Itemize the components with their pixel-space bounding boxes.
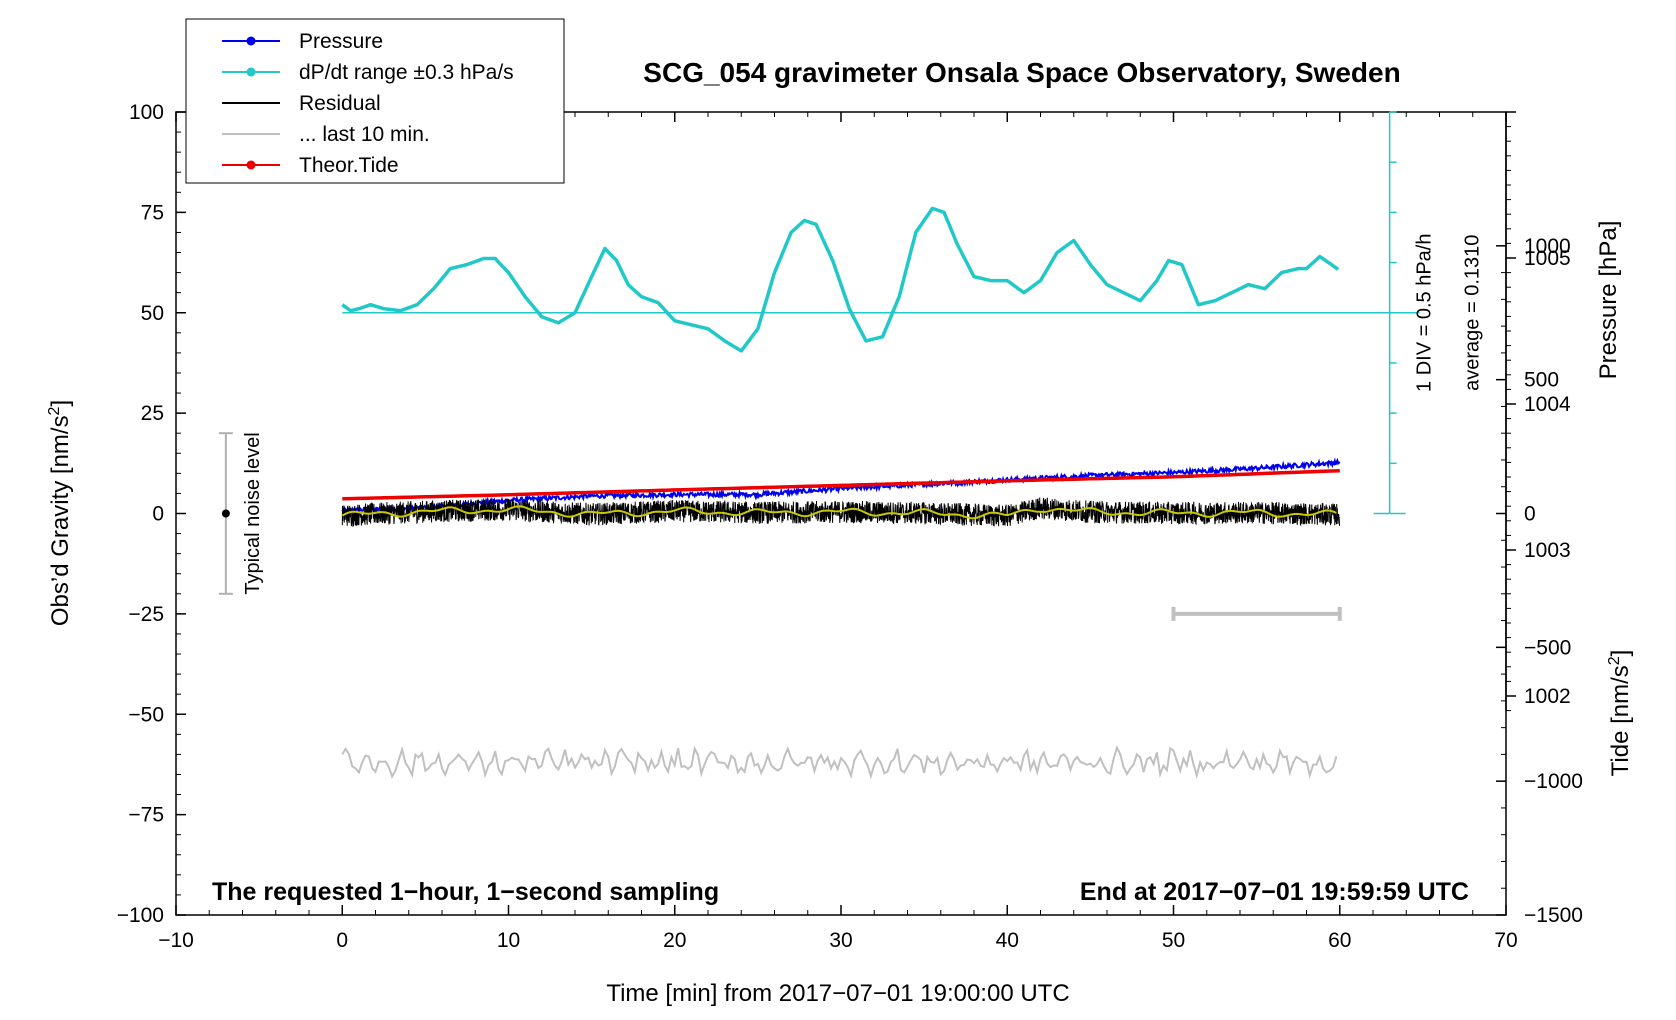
y-axis-left-title-end: ] <box>47 400 74 407</box>
y-axis-tide-title-sup: 2 <box>1606 656 1623 665</box>
x-tick-label: 70 <box>1494 929 1517 952</box>
y-tick-label: −50 <box>128 703 164 726</box>
legend-item: Residual <box>222 92 381 115</box>
series-layer <box>341 206 1420 780</box>
y-axis-tide-title-main: Tide [nm/s <box>1607 665 1634 776</box>
legend-box <box>185 18 565 184</box>
y-axis-tide-title-end: ] <box>1607 650 1634 657</box>
y-axis-pressure: 1002 1003 1004 1005 <box>1505 111 1571 712</box>
annotation-layer: Typical noise level 1 DIV = 0.5 hPa/h aver… <box>218 111 1484 621</box>
tide-tick-label: −1000 <box>1524 770 1583 793</box>
div-label: 1 DIV = 0.5 hPa/h <box>1414 234 1436 392</box>
chart-title: SCG_054 gravimeter Onsala Space Observat… <box>643 57 1400 88</box>
tide-tick-label: 1000 <box>1524 235 1571 258</box>
pressure-tick-label: 1003 <box>1524 539 1571 562</box>
average-label: average = 0.1310 <box>1462 235 1484 391</box>
x-tick-label: −10 <box>158 929 194 952</box>
legend-label: dP/dt range ±0.3 hPa/s <box>299 61 514 84</box>
legend-label: Pressure <box>299 30 383 53</box>
y-axis-left-title: Obs’d Gravity [nm/s2] <box>46 400 74 626</box>
legend-item: ... last 10 min. <box>222 123 430 146</box>
noise-level-label: Typical noise level <box>242 432 264 594</box>
tide-tick-label: −500 <box>1524 636 1571 659</box>
x-tick-label: 60 <box>1328 929 1351 952</box>
legend-marker <box>246 160 256 170</box>
x-tick-label: 10 <box>497 929 520 952</box>
y-tick-label: 75 <box>141 201 164 224</box>
y-axis-tide: −1500 −1000 −500 0 500 1000 <box>1496 235 1583 927</box>
pressure-tick-label: 1005 <box>1524 247 1571 270</box>
legend-item: Theor.Tide <box>222 154 399 177</box>
x-tick-label: 50 <box>1162 929 1185 952</box>
legend-label: Residual <box>299 92 381 115</box>
noise-level-dot <box>221 509 230 518</box>
legend-item: Pressure <box>222 30 383 53</box>
y-tick-label: 50 <box>141 302 164 325</box>
y-axis-left-title-sup: 2 <box>46 406 63 415</box>
x-tick-label: 20 <box>663 929 686 952</box>
y-tick-label: −100 <box>117 904 164 927</box>
tide-tick-label: −1500 <box>1524 904 1583 927</box>
series-last10-line <box>341 745 1338 780</box>
legend-marker <box>246 67 256 77</box>
y-tick-label: 100 <box>129 101 164 124</box>
x-axis: −10 0 10 20 30 40 50 60 70 <box>158 112 1518 952</box>
footnote-right: End at 2017−07−01 19:59:59 UTC <box>1080 878 1469 906</box>
y-axis-tide-title: Tide [nm/s2] <box>1606 650 1634 777</box>
series-residual-line <box>341 497 1340 528</box>
x-tick-label: 40 <box>996 929 1019 952</box>
series-residual-smoothed <box>341 505 1337 520</box>
y-tick-label: 25 <box>141 402 164 425</box>
y-axis-pressure-title: Pressure [hPa] <box>1595 221 1622 380</box>
y-tick-label: −75 <box>128 804 164 827</box>
x-axis-title: Time [min] from 2017−07−01 19:00:00 UTC <box>606 980 1069 1007</box>
legend-marker <box>246 36 256 46</box>
y-axis-left: −100 −75 −50 −25 0 25 50 75 100 <box>117 101 186 927</box>
pressure-tick-label: 1002 <box>1524 685 1571 708</box>
y-tick-label: −25 <box>128 603 164 626</box>
footnote-left: The requested 1−hour, 1−second sampling <box>212 878 719 906</box>
series-tide-line <box>342 468 1340 501</box>
tide-tick-label: 0 <box>1524 503 1536 526</box>
series-dpdt-line <box>341 206 1340 353</box>
legend-label: Theor.Tide <box>299 154 399 177</box>
x-tick-label: 30 <box>829 929 852 952</box>
y-axis-left-title-main: Obs’d Gravity [nm/s <box>47 415 74 626</box>
x-tick-label: 0 <box>336 929 348 952</box>
tide-tick-label: 500 <box>1524 369 1559 392</box>
legend-label: ... last 10 min. <box>299 123 430 146</box>
legend-item: dP/dt range ±0.3 hPa/s <box>222 61 514 84</box>
pressure-tick-label: 1004 <box>1524 393 1571 416</box>
y-tick-label: 0 <box>152 503 164 526</box>
legend: Pressure dP/dt range ±0.3 hPa/s Residual..… <box>185 18 565 184</box>
